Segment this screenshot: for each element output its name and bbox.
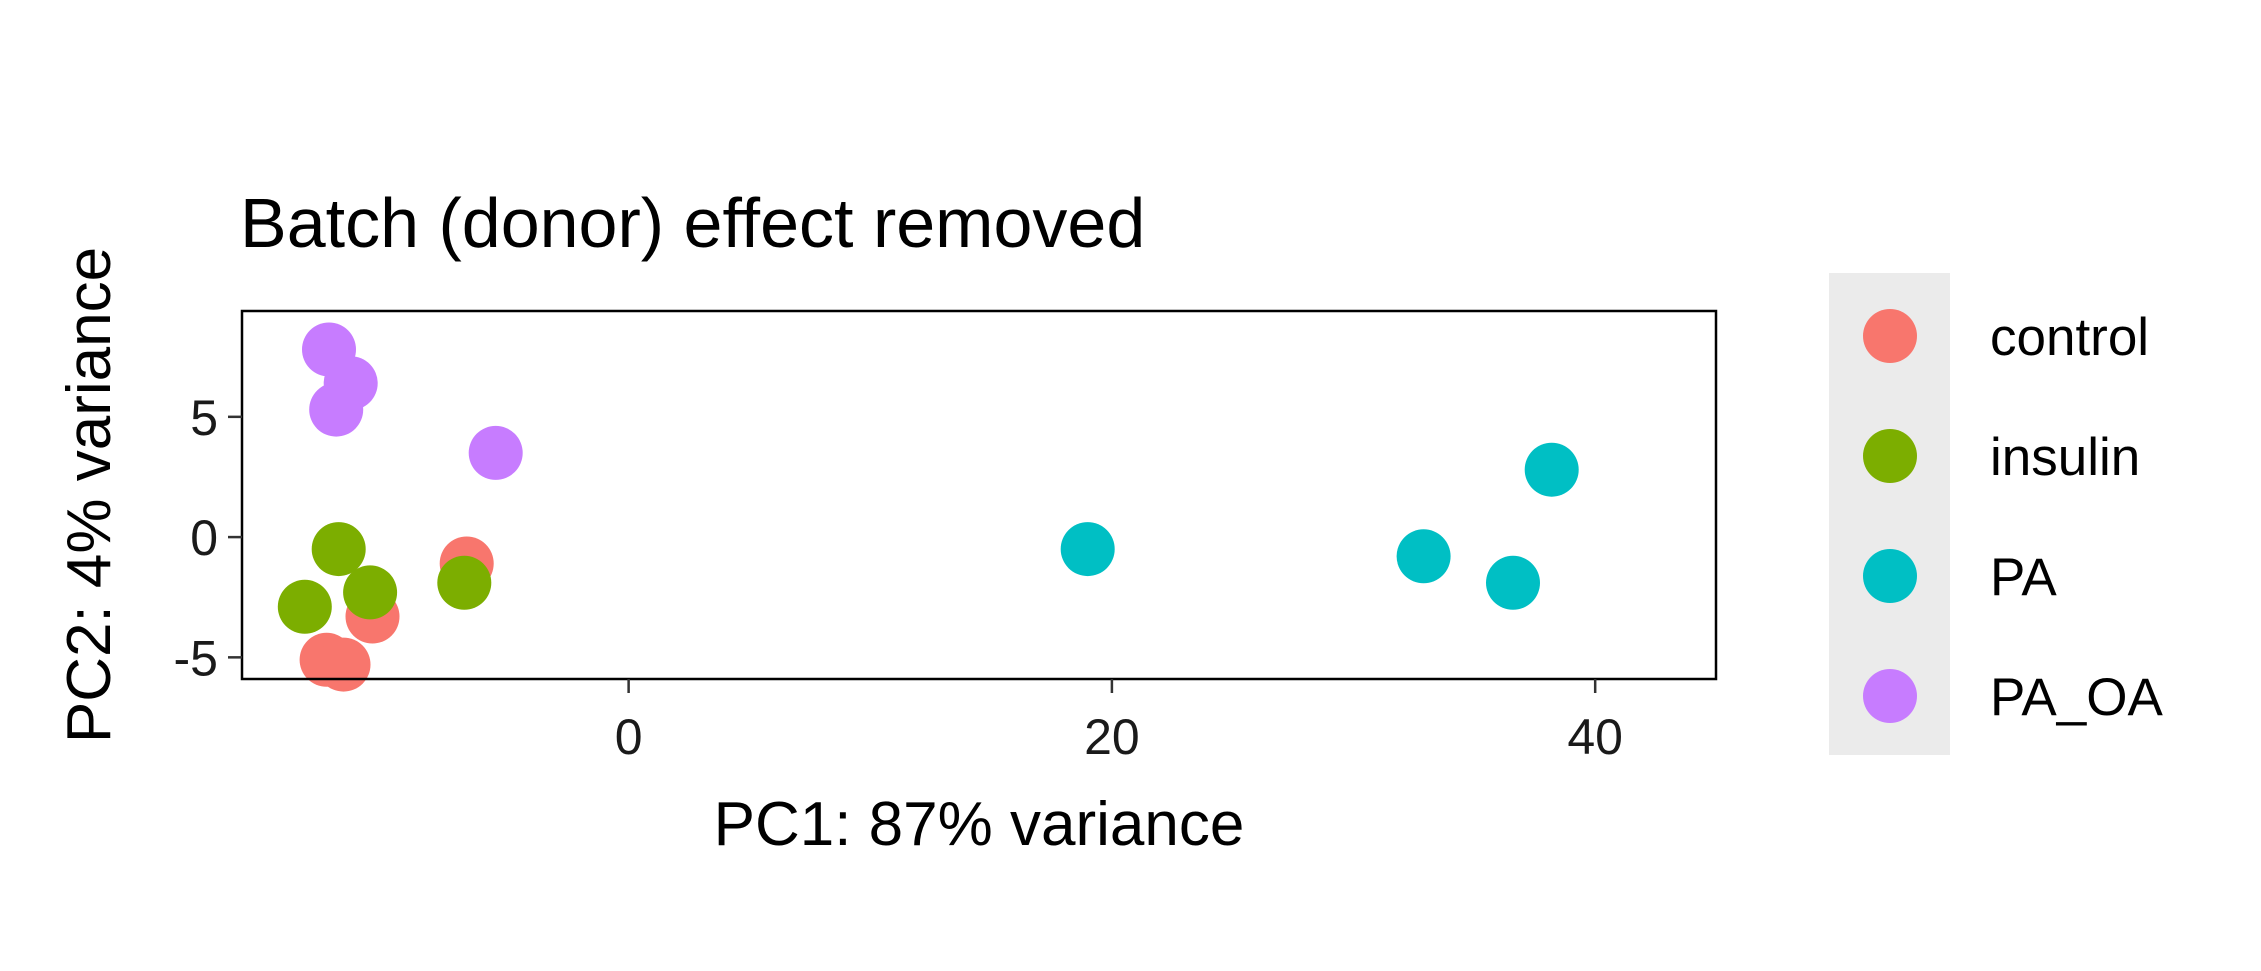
y-tick-label: 0: [190, 510, 218, 566]
data-point-pa-1: [1060, 522, 1115, 577]
x-axis: 0 20 40: [615, 679, 1623, 765]
legend-label-pa-oa: PA_OA: [1990, 668, 2163, 727]
data-point-insulin-1: [311, 522, 366, 577]
legend: control insulin PA PA_OA: [1863, 308, 2163, 727]
data-point-insulin-4: [437, 555, 492, 610]
y-tick-label: -5: [174, 630, 218, 686]
plot-panel-border: [240, 309, 1718, 681]
y-axis: -5 0 5: [174, 390, 242, 686]
plot-area: [277, 322, 1579, 692]
y-axis-title: PC2: 4% variance: [55, 247, 124, 743]
data-point-insulin-3: [277, 579, 332, 634]
legend-key-control: [1863, 309, 1917, 363]
data-point-pa-4: [1524, 442, 1579, 497]
x-tick-label: 40: [1567, 709, 1623, 765]
legend-label-control: control: [1990, 308, 2149, 367]
data-point-pa-oa-3: [309, 382, 364, 437]
legend-label-pa: PA: [1990, 548, 2057, 607]
y-tick-label: 5: [190, 390, 218, 446]
legend-key-pa-oa: [1863, 669, 1917, 723]
data-point-pa-3: [1486, 555, 1540, 610]
x-tick-label: 0: [615, 709, 643, 765]
data-point-control-4: [316, 637, 371, 692]
legend-key-insulin: [1863, 429, 1917, 483]
legend-label-insulin: insulin: [1990, 428, 2140, 487]
x-tick-label: 20: [1084, 709, 1140, 765]
data-point-pa-2: [1396, 529, 1451, 584]
x-axis-title: PC1: 87% variance: [714, 790, 1245, 859]
data-point-insulin-2: [343, 565, 398, 620]
data-point-pa-oa-4: [468, 425, 523, 480]
chart-title: Batch (donor) effect removed: [240, 184, 1145, 262]
legend-key-pa: [1863, 549, 1917, 603]
